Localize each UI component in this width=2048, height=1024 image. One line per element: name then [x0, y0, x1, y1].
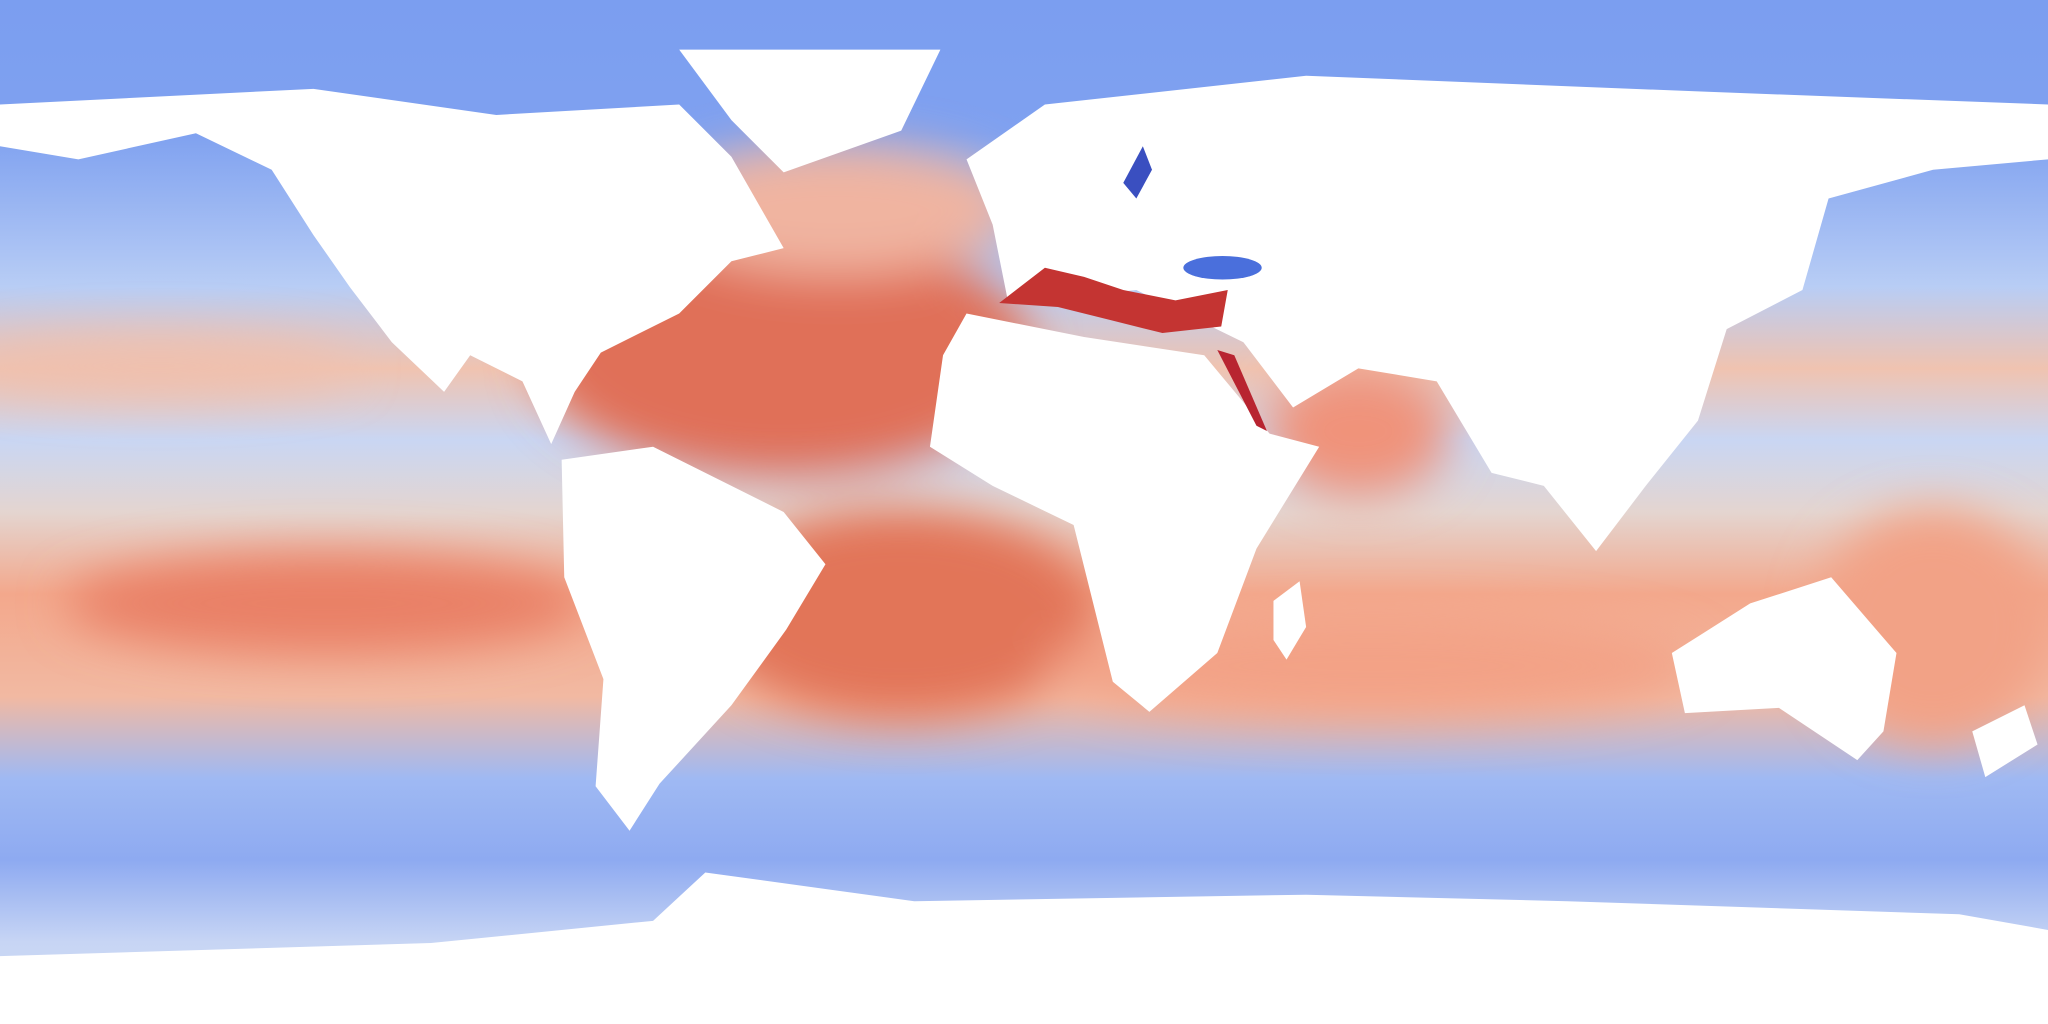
eurasia [966, 75, 2048, 552]
south-america [561, 446, 826, 831]
baltic-sea [1123, 146, 1152, 199]
land [0, 49, 2048, 1024]
north-america [0, 88, 784, 445]
north-pacific-band [0, 336, 353, 395]
greenland [679, 49, 941, 173]
africa [929, 313, 1320, 712]
red-sea [1217, 350, 1267, 432]
arabian-sea [1266, 365, 1450, 497]
australia [1671, 577, 1897, 761]
antarctica [0, 872, 2048, 1024]
south-pacific-warm [65, 553, 588, 654]
madagascar [1273, 581, 1307, 660]
black-sea [1183, 256, 1262, 280]
mediterranean [999, 267, 1228, 334]
new-zealand [1972, 705, 2038, 778]
